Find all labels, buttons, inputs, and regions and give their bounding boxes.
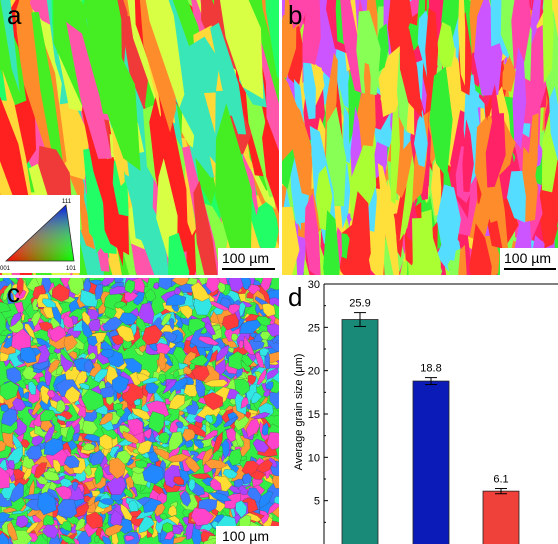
- bar-value-label-3: 6.1: [493, 474, 508, 486]
- y-tick-label: 10: [308, 452, 320, 464]
- ipf-triangle-legend: 111 001 101: [0, 195, 80, 273]
- scale-label-c: 100 µm: [222, 528, 269, 544]
- scale-bar-b: [504, 268, 556, 270]
- grain-size-bar-chart: d Average grain size (μm) 5 10 15 20 25 30 25…: [282, 276, 558, 544]
- ipf-label-111: 111: [62, 199, 72, 205]
- bar-1: [341, 319, 379, 544]
- bar-value-label-1: 25.9: [349, 298, 370, 310]
- scale-box-b: [500, 248, 558, 275]
- scale-label-b: 100 µm: [504, 250, 551, 266]
- ebsd-map-c-image: [0, 278, 279, 544]
- scale-box-a: [218, 248, 279, 275]
- y-tick-label: 15: [308, 409, 320, 421]
- ebsd-map-b: b 100 µm: [282, 0, 558, 275]
- panel-label-c: c: [7, 278, 20, 308]
- ebsd-map-b-image: [282, 0, 558, 275]
- ipf-triangle-icon: 111 001 101: [0, 199, 77, 272]
- y-tick-label: 25: [308, 322, 320, 334]
- ipf-label-001: 001: [0, 266, 11, 272]
- ebsd-map-a: a 111 001 101 100 µm: [0, 0, 279, 275]
- bar-value-label-2: 18.8: [420, 363, 441, 375]
- panel-label-a: a: [7, 0, 22, 30]
- chart-axes: 5 10 15 20 25 30: [308, 279, 558, 544]
- y-axis-label: Average grain size (μm): [293, 354, 305, 471]
- panel-label-b: b: [288, 0, 303, 30]
- chart-bars: 25.9 18.8 6.1: [341, 298, 520, 544]
- bar-3: [482, 490, 520, 544]
- y-tick-label: 5: [314, 496, 320, 508]
- scale-label-a: 100 µm: [222, 250, 269, 266]
- y-tick-label: 20: [308, 366, 320, 378]
- panel-label-d: d: [288, 282, 302, 312]
- y-tick-label: 30: [308, 279, 320, 291]
- bar-2: [412, 380, 450, 544]
- scale-bar-a: [222, 268, 275, 270]
- ipf-label-101: 101: [66, 266, 77, 272]
- ebsd-map-c: c 100 µm: [0, 278, 279, 544]
- scale-box-c: [216, 526, 279, 544]
